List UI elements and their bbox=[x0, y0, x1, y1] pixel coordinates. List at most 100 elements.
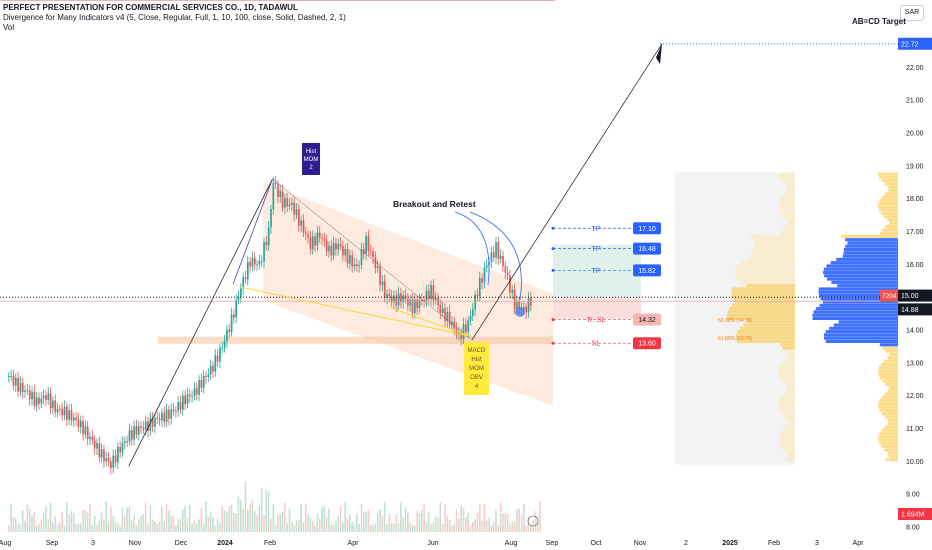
volume-bar bbox=[465, 517, 467, 532]
volume-profile-bar bbox=[825, 330, 898, 334]
volume-bar bbox=[402, 517, 404, 532]
volume-profile-bar bbox=[879, 343, 898, 347]
candle-body bbox=[439, 305, 442, 313]
volume-profile-bar bbox=[784, 382, 795, 386]
candle-body bbox=[381, 281, 384, 286]
volume-profile-bar bbox=[845, 244, 898, 248]
x-tick-label: 2 bbox=[684, 540, 688, 547]
volume-bar bbox=[351, 521, 353, 532]
volume-profile-bar bbox=[781, 412, 795, 416]
volume-bar bbox=[279, 514, 282, 532]
volume-profile-bar bbox=[884, 448, 898, 452]
volume-profile-bar bbox=[823, 270, 898, 275]
volume-bar bbox=[202, 524, 205, 532]
candle-body bbox=[175, 410, 177, 412]
candle-body bbox=[400, 293, 402, 303]
volume-bar bbox=[63, 525, 66, 532]
candle-body bbox=[186, 394, 189, 404]
candle-body bbox=[14, 377, 17, 386]
y-tick-label: 20.00 bbox=[906, 131, 924, 138]
candle-body bbox=[325, 240, 328, 252]
volume-bar bbox=[342, 522, 344, 532]
volume-profile-bar bbox=[878, 438, 898, 442]
indicator-label[interactable]: Divergence for Many Indicators v4 (5, Cl… bbox=[3, 13, 346, 22]
x-tick-label: 2025 bbox=[722, 540, 738, 547]
candle-body bbox=[91, 436, 94, 441]
symbol-title[interactable]: PERFECT PRESENTATION FOR COMMERCIAL SERV… bbox=[3, 3, 298, 12]
candle-body bbox=[509, 275, 511, 293]
volume-profile-bar bbox=[818, 290, 898, 294]
candle-body bbox=[193, 388, 196, 397]
volume-bar bbox=[207, 516, 210, 532]
volume-bar bbox=[298, 519, 300, 532]
candle-body bbox=[386, 293, 388, 298]
volume-bar bbox=[509, 524, 511, 532]
volume-bar bbox=[182, 509, 184, 532]
volume-bar bbox=[144, 502, 147, 532]
volume-bar bbox=[356, 513, 358, 532]
volume-bar bbox=[17, 524, 19, 532]
div-bottom-box bbox=[464, 342, 489, 395]
volume-bar bbox=[124, 515, 126, 532]
candle-body bbox=[323, 238, 326, 241]
volume-bar bbox=[265, 489, 268, 532]
candle-body bbox=[402, 295, 405, 303]
volume-profile-bar bbox=[750, 254, 795, 258]
volume-bar bbox=[453, 524, 456, 532]
volume-bar bbox=[381, 515, 384, 532]
volume-profile-bar bbox=[784, 415, 795, 419]
volume-bar bbox=[28, 508, 31, 532]
volume-profile-bar bbox=[751, 247, 795, 252]
y-tick-label: 13.00 bbox=[906, 360, 924, 367]
volume-profile-bar bbox=[752, 238, 795, 242]
volume-bar bbox=[156, 523, 159, 532]
volume-label[interactable]: Vol bbox=[3, 23, 15, 32]
volume-profile-bar bbox=[879, 441, 898, 445]
candle-body bbox=[495, 242, 497, 258]
volume-bar bbox=[513, 522, 516, 532]
volume-bar bbox=[170, 515, 172, 532]
tp2-dot bbox=[551, 247, 555, 251]
volume-bar bbox=[161, 507, 163, 532]
candle-body bbox=[478, 278, 481, 297]
div-top-box bbox=[302, 143, 320, 175]
volume-bar bbox=[193, 520, 196, 532]
x-tick-label: Sep bbox=[546, 540, 559, 547]
volume-total-tag: 1.694M bbox=[901, 512, 925, 519]
currency-button[interactable]: SAR bbox=[900, 5, 924, 21]
volume-bar bbox=[149, 505, 152, 532]
volume-profile-bar bbox=[881, 179, 898, 183]
candle-body bbox=[117, 446, 119, 463]
volume-bar bbox=[168, 510, 170, 532]
candle-body bbox=[251, 257, 254, 267]
volume-profile-bar bbox=[779, 438, 795, 442]
volume-profile-bar bbox=[779, 399, 795, 403]
volume-profile-bar bbox=[878, 405, 898, 409]
x-tick-label: Aug bbox=[505, 540, 518, 547]
candle-body bbox=[395, 295, 398, 306]
volume-bar bbox=[397, 522, 400, 532]
candle-body bbox=[523, 306, 525, 310]
candle-body bbox=[483, 267, 486, 283]
volume-profile-bar bbox=[887, 389, 898, 393]
abcd-price-tag-bg bbox=[898, 37, 932, 50]
volume-profile-bar bbox=[784, 192, 795, 196]
volume-bar bbox=[8, 526, 10, 532]
candle-body bbox=[274, 182, 277, 185]
volume-bar bbox=[235, 513, 237, 532]
candle-body bbox=[198, 379, 200, 395]
volume-bar bbox=[96, 525, 98, 532]
volume-profile-bar bbox=[879, 208, 898, 212]
volume-bar bbox=[14, 518, 17, 532]
volume-bar bbox=[490, 525, 493, 532]
candle-body bbox=[214, 355, 217, 372]
volume-bar bbox=[177, 518, 179, 532]
candle-body bbox=[309, 237, 312, 250]
candle-body bbox=[228, 329, 231, 333]
candle-body bbox=[516, 301, 518, 310]
div-top-text: 2 bbox=[309, 165, 313, 171]
candle-body bbox=[170, 409, 173, 419]
candle-body bbox=[330, 245, 333, 256]
